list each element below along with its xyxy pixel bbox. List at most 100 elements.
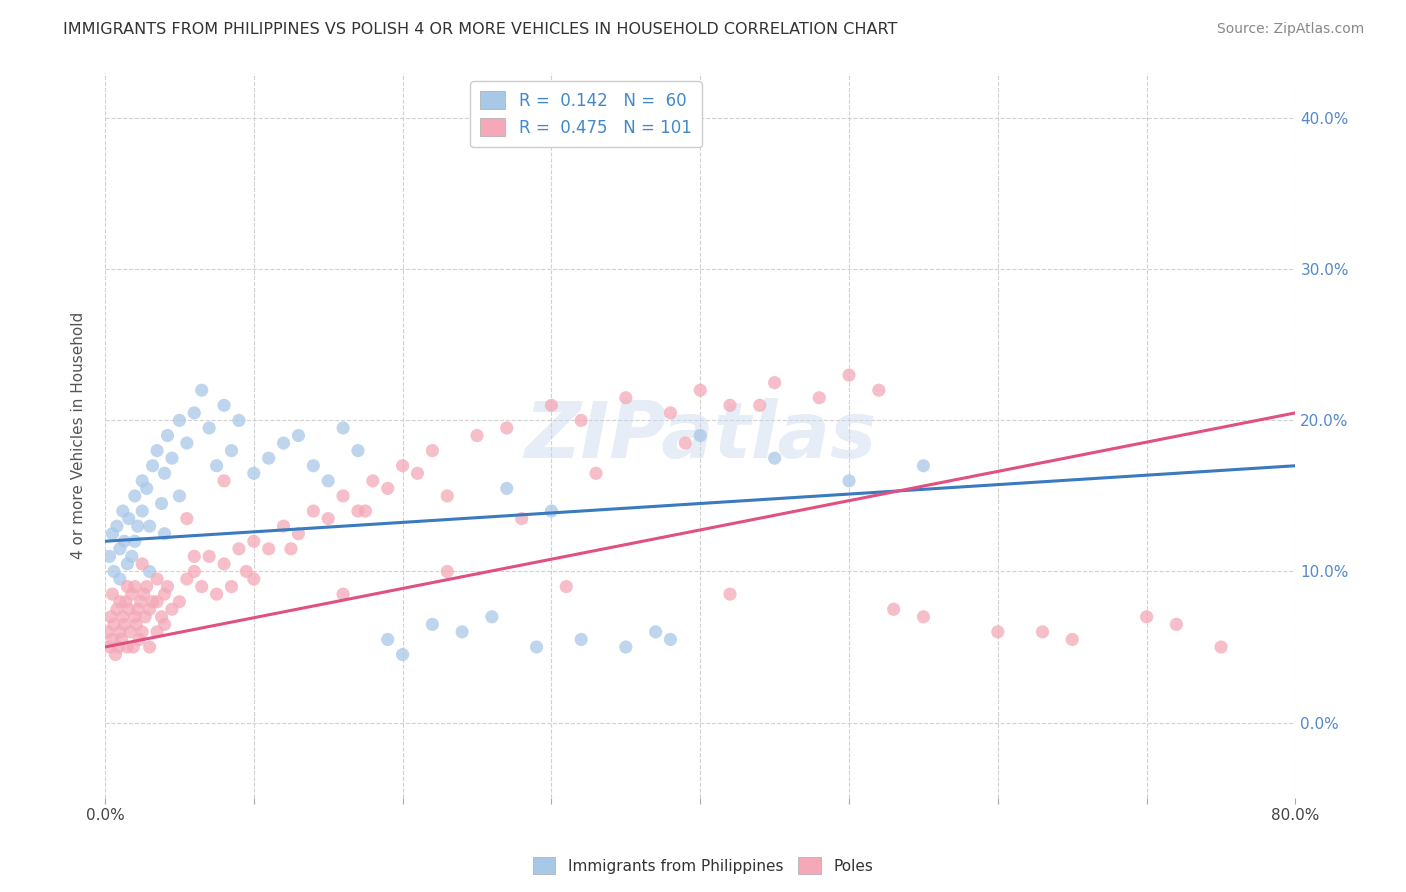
Point xyxy=(124,580,146,594)
Legend: Immigrants from Philippines, Poles: Immigrants from Philippines, Poles xyxy=(526,851,880,880)
Point xyxy=(169,489,191,503)
Point xyxy=(176,511,198,525)
Point xyxy=(100,609,122,624)
Legend: R =  0.142   N =  60, R =  0.475   N = 101: R = 0.142 N = 60, R = 0.475 N = 101 xyxy=(471,81,702,147)
Point xyxy=(689,428,711,442)
Point xyxy=(287,526,309,541)
Point xyxy=(1136,609,1159,624)
Point xyxy=(198,549,221,564)
Point xyxy=(117,640,139,654)
Point xyxy=(212,474,235,488)
Point xyxy=(205,458,228,473)
Point xyxy=(120,624,142,639)
Point xyxy=(160,602,183,616)
Point xyxy=(183,549,205,564)
Point xyxy=(481,609,503,624)
Point xyxy=(138,602,160,616)
Point xyxy=(912,609,935,624)
Point xyxy=(138,565,160,579)
Point xyxy=(169,413,191,427)
Point xyxy=(101,526,124,541)
Point xyxy=(142,595,165,609)
Point xyxy=(1062,632,1084,647)
Point xyxy=(127,519,149,533)
Point xyxy=(153,587,176,601)
Point xyxy=(97,624,120,639)
Point xyxy=(495,421,517,435)
Point xyxy=(212,398,235,412)
Point xyxy=(134,609,156,624)
Point xyxy=(212,557,235,571)
Point xyxy=(131,504,153,518)
Point xyxy=(128,632,150,647)
Point xyxy=(176,436,198,450)
Point xyxy=(347,443,370,458)
Point xyxy=(150,496,173,510)
Point xyxy=(718,398,741,412)
Text: IMMIGRANTS FROM PHILIPPINES VS POLISH 4 OR MORE VEHICLES IN HOUSEHOLD CORRELATIO: IMMIGRANTS FROM PHILIPPINES VS POLISH 4 … xyxy=(63,22,897,37)
Point xyxy=(146,595,169,609)
Point xyxy=(287,428,309,442)
Point xyxy=(190,383,212,397)
Point xyxy=(540,398,562,412)
Point xyxy=(156,428,179,442)
Point xyxy=(101,632,124,647)
Point xyxy=(451,624,474,639)
Point xyxy=(156,580,179,594)
Point xyxy=(121,549,143,564)
Point xyxy=(98,549,121,564)
Point xyxy=(125,617,148,632)
Point xyxy=(614,640,637,654)
Point xyxy=(118,602,141,616)
Point xyxy=(153,617,176,632)
Point xyxy=(763,376,786,390)
Point xyxy=(495,482,517,496)
Point xyxy=(198,421,221,435)
Point xyxy=(131,474,153,488)
Point xyxy=(302,504,325,518)
Point xyxy=(302,458,325,473)
Point xyxy=(150,609,173,624)
Point xyxy=(377,632,399,647)
Point xyxy=(235,565,257,579)
Point xyxy=(160,451,183,466)
Point xyxy=(131,557,153,571)
Point xyxy=(659,632,682,647)
Point xyxy=(748,398,770,412)
Point xyxy=(117,580,139,594)
Point xyxy=(465,428,488,442)
Point xyxy=(808,391,831,405)
Point xyxy=(105,602,128,616)
Point xyxy=(138,640,160,654)
Point xyxy=(763,451,786,466)
Point xyxy=(987,624,1010,639)
Point xyxy=(391,648,413,662)
Point xyxy=(107,640,129,654)
Point xyxy=(436,489,458,503)
Point xyxy=(883,602,905,616)
Point xyxy=(127,602,149,616)
Point xyxy=(108,541,131,556)
Point xyxy=(406,467,429,481)
Point xyxy=(569,413,592,427)
Point xyxy=(718,587,741,601)
Point xyxy=(273,519,295,533)
Point xyxy=(183,406,205,420)
Point xyxy=(124,489,146,503)
Point xyxy=(585,467,607,481)
Point xyxy=(190,580,212,594)
Point xyxy=(257,541,280,556)
Point xyxy=(436,565,458,579)
Point xyxy=(838,368,860,383)
Point xyxy=(243,467,266,481)
Point xyxy=(108,624,131,639)
Point xyxy=(526,640,548,654)
Point xyxy=(257,451,280,466)
Point xyxy=(135,580,157,594)
Point xyxy=(103,617,125,632)
Point xyxy=(228,541,250,556)
Point xyxy=(332,421,354,435)
Text: ZIPatlas: ZIPatlas xyxy=(524,398,876,474)
Point xyxy=(540,504,562,518)
Point xyxy=(1209,640,1232,654)
